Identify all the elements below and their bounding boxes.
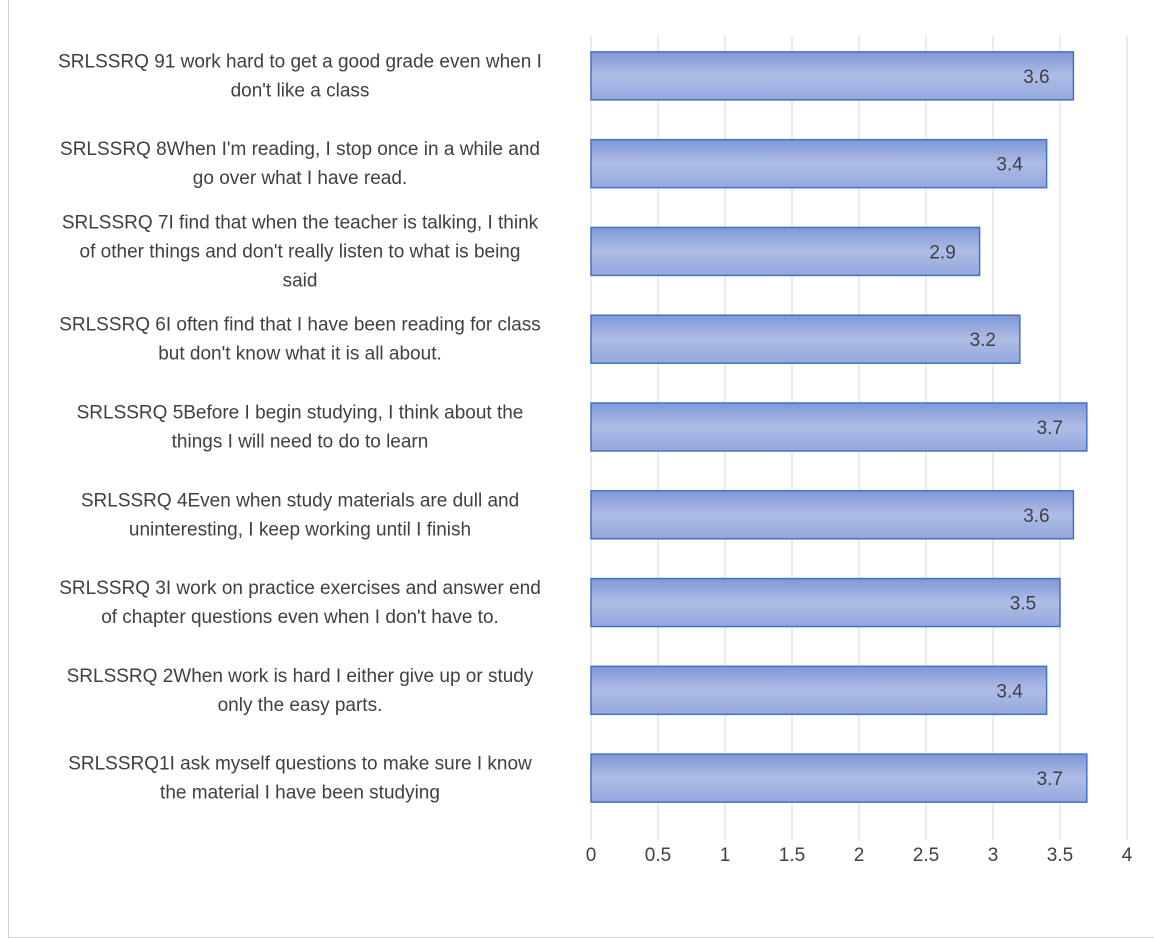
- category-label-line: uninteresting, I keep working until I fi…: [129, 519, 471, 540]
- bar-data-label: 3.2: [970, 330, 996, 351]
- x-tick-label: 1.5: [779, 845, 805, 866]
- x-tick-label: 3.5: [1047, 845, 1073, 866]
- category-label: SRLSSRQ 2When work is hard I either give…: [67, 666, 534, 716]
- bar: [590, 490, 1075, 540]
- category-label-line: of chapter questions even when I don't h…: [101, 607, 499, 628]
- x-tick-label: 2: [854, 845, 865, 866]
- x-tick-label: 3: [988, 845, 999, 866]
- category-label-line: SRLSSRQ1I ask myself questions to make s…: [68, 754, 532, 775]
- category-label: SRLSSRQ 8When I'm reading, I stop once i…: [60, 139, 540, 189]
- category-label-line: SRLSSRQ 8When I'm reading, I stop once i…: [60, 139, 540, 160]
- bar-data-label: 3.6: [1023, 506, 1049, 527]
- bar-data-label: 3.6: [1023, 67, 1049, 88]
- category-label: SRLSSRQ 5Before I begin studying, I thin…: [77, 403, 524, 453]
- x-tick-label: 1: [720, 845, 731, 866]
- x-tick-label: 0: [586, 845, 597, 866]
- bar-data-label: 3.5: [1010, 594, 1036, 615]
- bar: [590, 577, 1061, 628]
- category-label-line: SRLSSRQ 3I work on practice exercises an…: [59, 578, 541, 599]
- bar: [590, 138, 1048, 189]
- bar: [590, 51, 1075, 101]
- x-tick-label: 0.5: [645, 845, 671, 866]
- category-label-line: SRLSSRQ 6I often find that I have been r…: [59, 315, 541, 336]
- category-label-line: SRLSSRQ 7I find that when the teacher is…: [62, 212, 539, 233]
- x-axis-ticks: 0 0.5 1 1.5 2 2.5 3 3.5 4: [586, 845, 1133, 866]
- x-tick-label: 2.5: [913, 845, 939, 866]
- category-label-line: of other things and don't really listen …: [80, 241, 521, 262]
- bar: [590, 402, 1088, 452]
- category-label: SRLSSRQ 4Even when study materials are d…: [81, 490, 519, 540]
- category-label: SRLSSRQ1I ask myself questions to make s…: [68, 754, 532, 804]
- bar-data-label: 3.4: [996, 155, 1023, 176]
- category-labels: SRLSSRQ 91 work hard to get a good grade…: [58, 51, 542, 803]
- category-label-line: things I will need to do to learn: [172, 432, 429, 453]
- category-label: SRLSSRQ 3I work on practice exercises an…: [59, 578, 541, 628]
- category-label-line: but don't know what it is all about.: [158, 344, 442, 365]
- category-label-line: SRLSSRQ 4Even when study materials are d…: [81, 490, 519, 511]
- bar-data-label: 2.9: [929, 242, 955, 263]
- category-label-line: said: [283, 270, 318, 291]
- bar-data-label: 3.7: [1037, 418, 1063, 439]
- category-label: SRLSSRQ 91 work hard to get a good grade…: [58, 51, 542, 101]
- bar-data-label: 3.7: [1037, 769, 1063, 790]
- x-tick-label: 4: [1122, 845, 1133, 866]
- category-label-line: don't like a class: [231, 80, 370, 101]
- category-label-line: SRLSSRQ 91 work hard to get a good grade…: [58, 51, 542, 72]
- category-label-line: go over what I have read.: [193, 168, 407, 189]
- category-label-line: the material I have been studying: [160, 783, 440, 804]
- bars: 3.6 3.4 2.9 3.2 3.7 3.6 3.5 3.4 3.7: [590, 51, 1088, 803]
- category-label: SRLSSRQ 6I often find that I have been r…: [59, 315, 541, 365]
- category-label: SRLSSRQ 7I find that when the teacher is…: [62, 212, 539, 291]
- category-label-line: SRLSSRQ 5Before I begin studying, I thin…: [77, 403, 524, 424]
- bar: [590, 314, 1021, 364]
- bar: [590, 753, 1088, 803]
- category-label-line: only the easy parts.: [218, 695, 383, 716]
- bar: [590, 665, 1048, 716]
- category-label-line: SRLSSRQ 2When work is hard I either give…: [67, 666, 534, 687]
- bar-data-label: 3.4: [996, 681, 1023, 702]
- bar: [590, 226, 981, 277]
